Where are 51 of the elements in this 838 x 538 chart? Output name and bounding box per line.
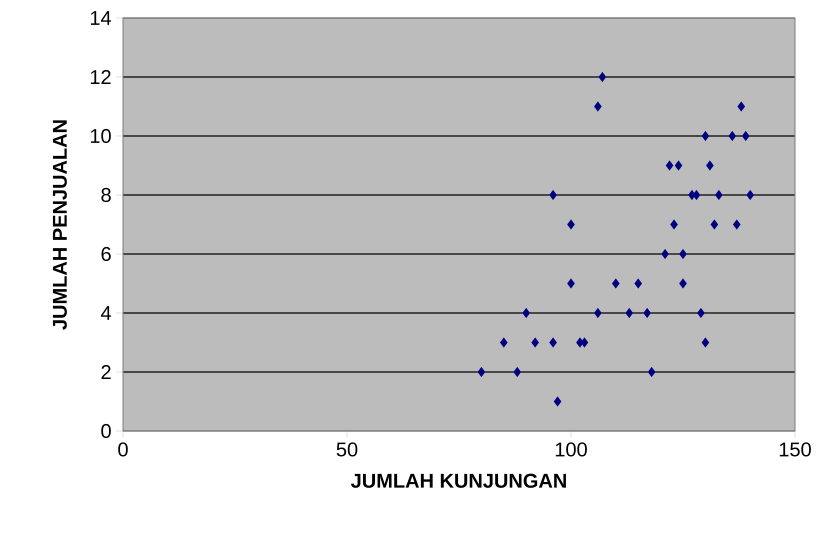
point bbox=[661, 249, 669, 259]
point bbox=[500, 338, 508, 348]
y-tick-label: 0 bbox=[101, 424, 111, 438]
point bbox=[513, 367, 522, 377]
point bbox=[634, 278, 642, 288]
point bbox=[531, 338, 539, 348]
point bbox=[706, 160, 714, 170]
point bbox=[478, 367, 486, 377]
point bbox=[567, 220, 575, 230]
point bbox=[567, 278, 575, 288]
x-tick-label: 0 bbox=[118, 442, 128, 457]
point bbox=[679, 249, 687, 259]
y-tick-label: 14 bbox=[90, 11, 112, 25]
point bbox=[679, 278, 687, 288]
point bbox=[666, 160, 674, 170]
point bbox=[612, 278, 620, 288]
point bbox=[674, 160, 682, 170]
y-tick-label: 6 bbox=[102, 246, 111, 262]
point bbox=[702, 131, 710, 141]
point bbox=[549, 190, 557, 200]
point bbox=[710, 220, 718, 230]
x-axis-title: JUMLAH KUNJUNGAN bbox=[350, 474, 566, 488]
point bbox=[670, 220, 678, 230]
y-tick-label: 12 bbox=[90, 70, 111, 84]
y-tick-label: 2 bbox=[102, 365, 111, 379]
point bbox=[580, 338, 588, 348]
point bbox=[742, 131, 750, 141]
point bbox=[625, 308, 634, 318]
point bbox=[598, 72, 606, 82]
point bbox=[594, 102, 602, 112]
y-tick-label: 4 bbox=[100, 306, 112, 320]
point bbox=[702, 338, 710, 348]
point bbox=[715, 190, 723, 200]
point bbox=[737, 102, 746, 112]
point bbox=[554, 396, 562, 406]
point bbox=[746, 190, 754, 200]
x-tick-label: 100 bbox=[556, 442, 587, 457]
y-tick-label: 8 bbox=[101, 188, 111, 202]
point bbox=[697, 308, 705, 318]
point bbox=[648, 367, 656, 377]
point bbox=[692, 190, 700, 200]
y-axis-title: JUMLAH PENJUALAN bbox=[52, 120, 67, 330]
point bbox=[549, 338, 557, 348]
y-tick-label: 10 bbox=[90, 128, 111, 144]
point bbox=[728, 131, 736, 141]
x-tick-label: 150 bbox=[780, 442, 811, 457]
point bbox=[732, 220, 741, 230]
point bbox=[643, 308, 651, 318]
x-tick-label: 50 bbox=[336, 442, 358, 457]
point bbox=[522, 308, 530, 318]
point bbox=[594, 308, 602, 318]
